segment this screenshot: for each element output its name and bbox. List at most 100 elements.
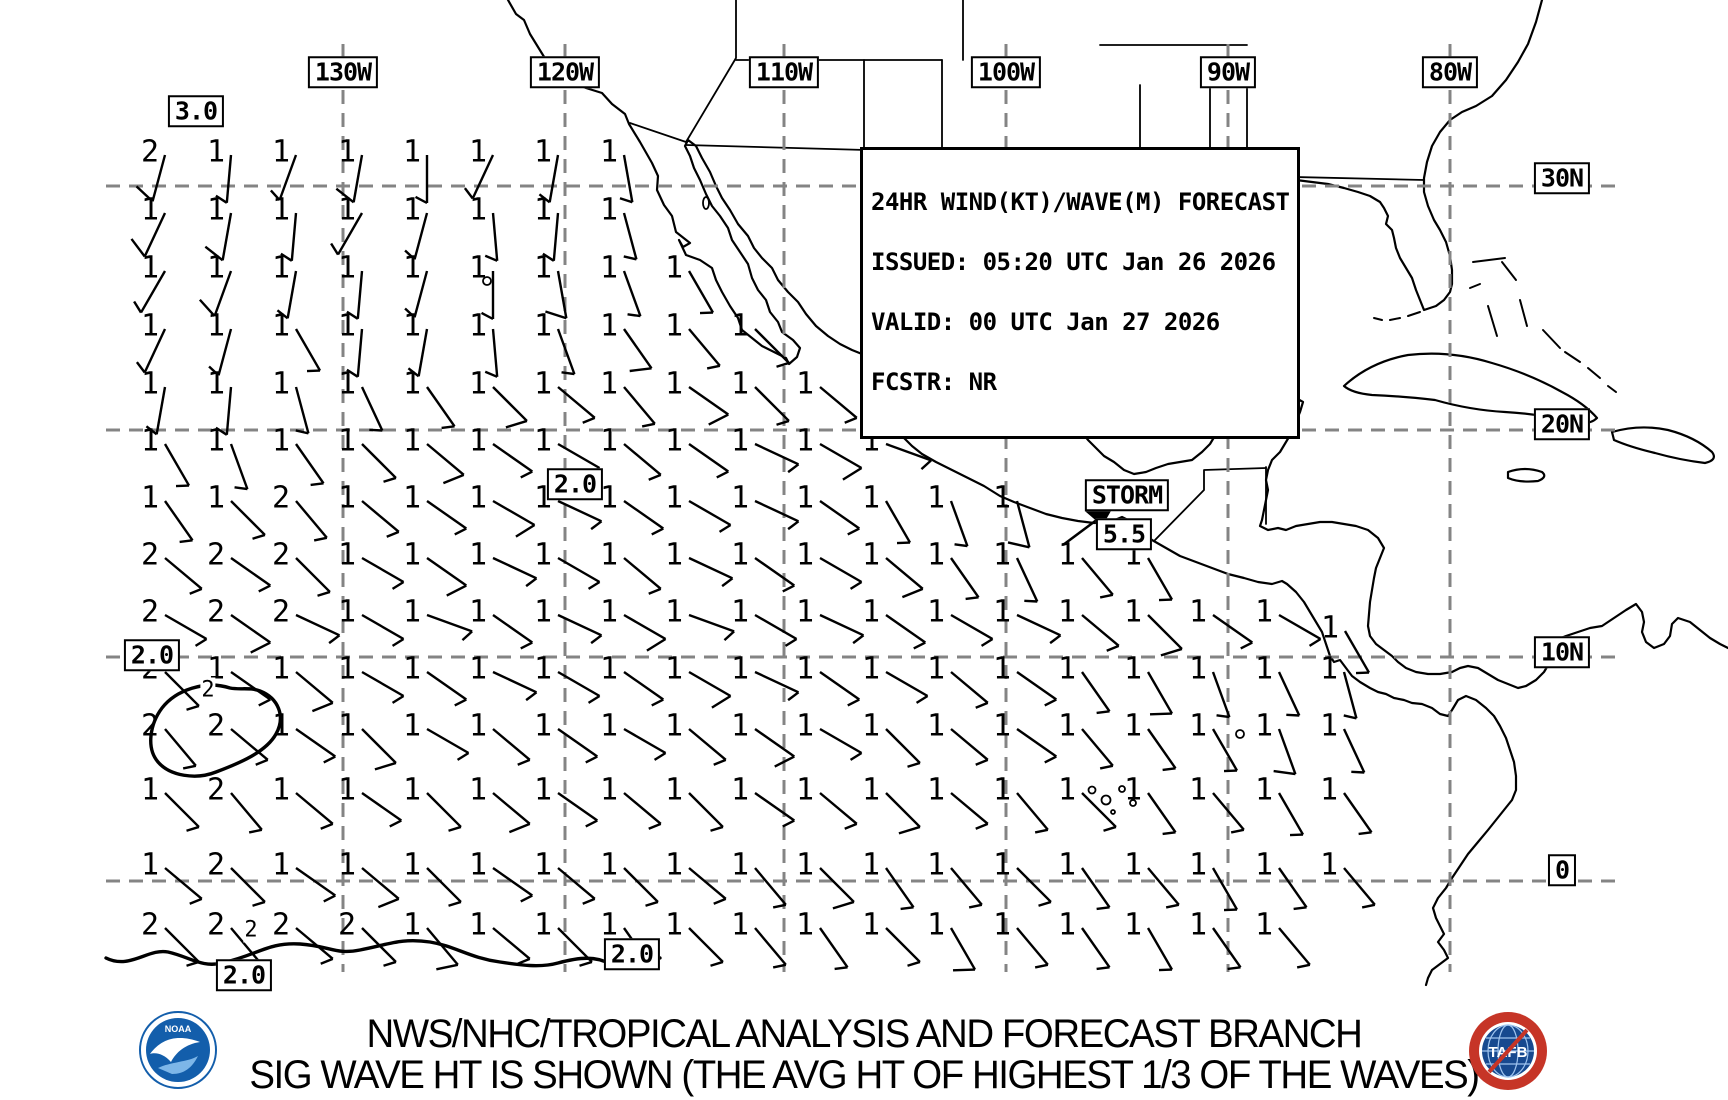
wind-barb-staff [471, 154, 495, 200]
wind-wave-cell: 1 [665, 908, 724, 967]
wind-wave-cell: 1 [469, 481, 536, 538]
wind-wave-cell: 1 [272, 193, 298, 262]
wind-wave-cell: 1 [534, 595, 603, 645]
wave-height-value: 1 [731, 652, 749, 687]
wind-wave-cell: 1 [600, 773, 662, 830]
wind-barb-staff [426, 386, 456, 428]
wind-wave-cell: 1 [1124, 773, 1177, 836]
wind-wave-cell: 1 [534, 309, 576, 376]
wind-barb-tick [582, 897, 596, 905]
wind-barb-staff [754, 557, 796, 587]
wind-barb-tick [718, 523, 732, 533]
wind-barb-tick [391, 694, 405, 704]
wind-barb-staff [1016, 792, 1049, 831]
wave-height-value: 1 [665, 595, 683, 630]
wind-wave-cell: 1 [1189, 652, 1231, 719]
wind-barb-tick [1273, 769, 1296, 776]
wind-barb-staff [426, 613, 473, 633]
wave-height-value: 1 [862, 481, 880, 516]
wind-barb-staff [819, 500, 861, 530]
wind-wave-cell: 1 [1058, 595, 1120, 652]
wind-wave-cell: 1 [463, 135, 495, 200]
wind-wave-cell: 1 [927, 908, 977, 972]
wave-height-value: 1 [338, 193, 356, 228]
wave-height-value: 1 [534, 135, 552, 170]
wind-wave-cell: 1 [993, 538, 1039, 603]
wind-barb-tick [520, 894, 533, 903]
wind-wave-cell: 1 [207, 135, 233, 204]
wind-barb-staff [1211, 728, 1239, 772]
wind-wave-cell: 1 [272, 309, 322, 373]
wind-barb-tick [520, 470, 533, 479]
wind-wave-cell: 1 [1058, 538, 1114, 599]
wind-wave-cell: 2 [272, 481, 328, 542]
wind-wave-cell: 1 [927, 709, 989, 766]
wind-barb-staff [1211, 671, 1231, 718]
wave-height-value: 1 [1320, 709, 1338, 744]
wind-wave-cell: 2 [272, 538, 331, 597]
wave-height-value: 1 [272, 709, 290, 744]
wind-wave-cell: 1 [141, 367, 167, 436]
wave-height-value: 1 [403, 709, 421, 744]
wind-barb-staff [336, 212, 364, 256]
wave-height-value: 1 [927, 652, 945, 687]
wind-wave-cell: 1 [731, 595, 798, 647]
wave-height-value: 1 [141, 848, 159, 883]
wave-height-value: 1 [796, 595, 814, 630]
wind-wave-cell: 1 [796, 709, 863, 761]
longitude-label-100W: 100W [970, 56, 1042, 88]
wind-barb-staff [1081, 671, 1111, 713]
wave-height-value: 1 [600, 538, 618, 573]
wind-wave-cell: 1 [1058, 773, 1117, 832]
wind-barb-tick [782, 819, 795, 828]
wind-barb-tick [913, 641, 926, 650]
wind-barb-staff [557, 927, 593, 963]
wind-barb-tick [1049, 634, 1062, 645]
wave-height-value: 1 [927, 595, 945, 630]
wind-barb-staff [352, 154, 364, 203]
wind-barb-tick [463, 187, 474, 200]
wind-barb-tick [1343, 714, 1357, 720]
wind-barb-staff [819, 792, 858, 825]
wind-barb-tick [1286, 713, 1300, 717]
wind-barb-staff [754, 927, 787, 966]
wave-height-value: 1 [338, 424, 356, 459]
wave-height-value: 1 [469, 251, 487, 286]
wind-barb-tick [901, 587, 924, 599]
wind-barb-staff [754, 728, 796, 758]
wind-wave-cell: 1 [665, 595, 735, 642]
wind-barb-staff [688, 499, 732, 527]
wind-barb-staff [426, 727, 470, 755]
wave-height-value: 1 [338, 309, 356, 344]
wind-barb-tick [646, 637, 667, 652]
wind-barb-staff [688, 443, 730, 473]
wind-barb-tick [582, 416, 596, 424]
wave-height-value: 1 [993, 848, 1011, 883]
wind-barb-tick [508, 822, 531, 834]
wave-height-value: 1 [1124, 595, 1142, 630]
wind-wave-cell: 1 [1255, 848, 1308, 911]
wind-wave-cell: 1 [665, 538, 734, 588]
wave-height-value: 1 [141, 481, 159, 516]
wind-barb-tick [849, 580, 863, 590]
wave-height-value: 2 [338, 908, 356, 943]
wind-barb-tick [1308, 637, 1322, 647]
wave-height-value: 1 [338, 773, 356, 808]
info-title: 24HR WIND(KT)/WAVE(M) FORECAST [871, 188, 1290, 216]
wind-barb-staff [1146, 927, 1174, 971]
wave-height-value: 1 [993, 908, 1011, 943]
wind-barb-staff [290, 212, 298, 261]
wind-barb-staff [1016, 671, 1058, 701]
wind-wave-cell: 1 [927, 773, 989, 830]
wind-barb-tick [710, 960, 724, 967]
wind-wave-cell: 1 [135, 309, 167, 374]
wind-wave-cell: 1 [927, 652, 989, 709]
wind-wave-cell: 1 [403, 135, 429, 205]
wind-barb-staff [361, 443, 397, 479]
wind-barb-tick [198, 298, 216, 317]
wave-height-value: 1 [534, 848, 552, 883]
wind-wave-cell: 1 [403, 251, 429, 319]
wind-wave-field: 2 1 1 1 1 1 1 11 1 1 1 1 1 1 11 1 1 1 1 1 1 1 11 1 1 1 1 1 1 1 1 11 1 1 1 1… [130, 135, 1376, 972]
wind-wave-cell: 2 [272, 908, 334, 965]
wind-barb-tick [844, 822, 858, 830]
